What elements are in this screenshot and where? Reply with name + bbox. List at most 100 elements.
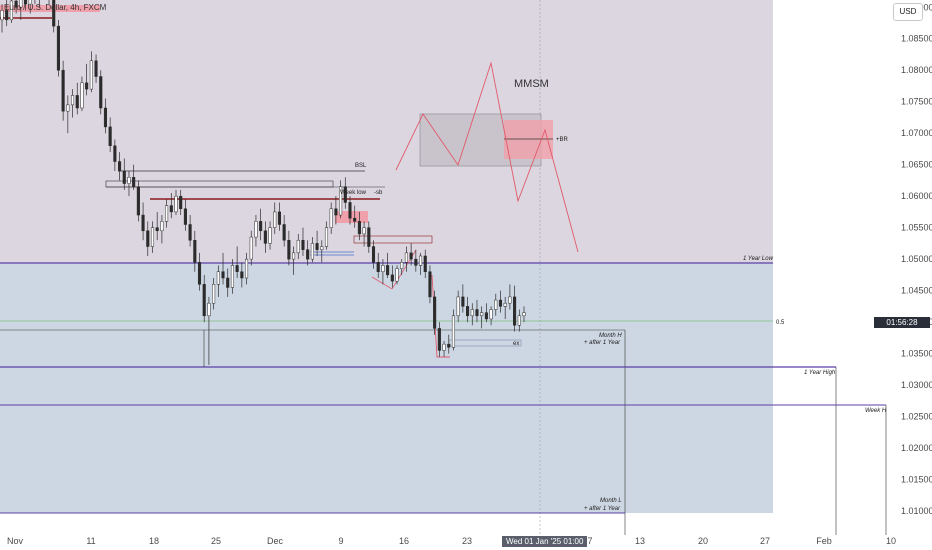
date-tick-label: 27 xyxy=(760,536,770,546)
candle-body xyxy=(197,262,202,285)
candle-body xyxy=(428,271,432,298)
candle-body xyxy=(212,284,216,304)
upper-shaded-region xyxy=(0,0,773,263)
candle-body xyxy=(461,296,465,307)
price-tick-label: 1.06000 xyxy=(901,191,932,201)
candle-body xyxy=(0,10,4,21)
candle-body xyxy=(14,0,18,8)
candle-body xyxy=(127,177,131,184)
candle-body xyxy=(216,271,220,285)
date-tick-label: 7 xyxy=(587,536,592,546)
candle-body xyxy=(268,227,272,244)
candle-body xyxy=(155,227,159,232)
mmsm-label: MMSM xyxy=(514,78,549,90)
year-low-label: 1 Year Low xyxy=(743,256,774,262)
date-tick-label: 20 xyxy=(698,536,708,546)
candle-body xyxy=(386,265,390,276)
candle-body xyxy=(5,10,9,21)
price-tick-label: 1.04500 xyxy=(901,286,932,296)
red-zone-top[interactable] xyxy=(0,5,100,12)
candle-body xyxy=(353,217,357,222)
date-tick-label: Feb xyxy=(816,536,832,546)
candle-body xyxy=(348,202,352,219)
candle-body xyxy=(451,315,456,348)
price-tick-label: 1.01000 xyxy=(901,506,932,516)
cursor-time-label: Wed 01 Jan '25 01:00 xyxy=(502,536,588,547)
candle-body xyxy=(277,211,282,225)
date-tick-label: 13 xyxy=(635,536,645,546)
month-high-label-1: Month H xyxy=(599,333,622,339)
candle-body xyxy=(367,227,371,247)
candle-body xyxy=(503,302,507,307)
bearish-block[interactable] xyxy=(353,235,433,244)
month-low-label-1: Month L xyxy=(600,498,622,504)
price-tick-label: 1.08000 xyxy=(901,65,932,75)
red-zone-target[interactable] xyxy=(504,120,553,159)
symbol-title[interactable]: Euro / U.S. Dollar, 4h, FXCM xyxy=(4,3,107,12)
date-tick-label: 25 xyxy=(211,536,221,546)
fib-label: 0.5 xyxy=(776,320,785,326)
candles-group xyxy=(0,0,526,365)
sb-label: -sb xyxy=(374,190,383,196)
candle-body xyxy=(494,299,498,310)
candle-body xyxy=(409,252,413,260)
candle-body xyxy=(108,126,112,147)
candle-body xyxy=(339,186,343,216)
candle-body xyxy=(381,265,385,272)
candle-body xyxy=(498,299,503,307)
candle-body xyxy=(423,255,427,272)
candle-body xyxy=(362,227,366,235)
price-tick-label: 1.08500 xyxy=(901,34,932,44)
candle-body xyxy=(132,177,136,187)
candle-body xyxy=(240,271,244,279)
candle-body xyxy=(221,271,225,279)
currency-button[interactable]: USD xyxy=(893,3,923,21)
price-tick-label: 1.05000 xyxy=(901,254,932,264)
candle-body xyxy=(9,0,13,21)
candle-body xyxy=(418,255,423,266)
candle-body xyxy=(94,60,98,77)
candle-body xyxy=(414,258,418,266)
candle-body xyxy=(404,252,408,263)
candle-body xyxy=(466,306,470,317)
candle-body xyxy=(433,296,437,329)
candle-body xyxy=(254,221,258,238)
candle-body xyxy=(179,195,183,210)
time-axis: Nov 11 18 25 Dec 9 16 23 7 13 20 27 Feb 10 xyxy=(7,536,896,546)
candle-body xyxy=(324,227,329,247)
date-tick-label: 23 xyxy=(462,536,472,546)
price-tick-label: 1.02500 xyxy=(901,412,932,422)
candle-body xyxy=(390,274,394,282)
candle-body xyxy=(244,258,249,279)
date-tick-label: 18 xyxy=(149,536,159,546)
price-tick-label: 1.07000 xyxy=(901,128,932,138)
candle-body xyxy=(301,239,305,250)
price-tick-label: 1.03000 xyxy=(901,380,932,390)
date-tick-label: Nov xyxy=(7,536,24,546)
price-tick-label: 1.07500 xyxy=(901,97,932,107)
candle-body xyxy=(122,170,126,184)
mmsm-projection[interactable] xyxy=(395,61,579,253)
candle-body xyxy=(230,265,234,288)
bsl-label: BSL xyxy=(355,163,367,169)
candle-body xyxy=(118,161,122,172)
date-tick-label: 10 xyxy=(886,536,896,546)
candle-body xyxy=(484,312,488,320)
year-high-label: 1 Year High xyxy=(804,370,836,376)
candle-body xyxy=(334,208,338,216)
candle-body xyxy=(183,208,187,225)
candle-body xyxy=(447,343,451,348)
candle-body xyxy=(296,239,300,254)
candle-body xyxy=(395,268,399,282)
candle-body xyxy=(193,239,197,263)
candle-body xyxy=(287,239,291,260)
swing-projection xyxy=(371,249,417,290)
candle-body xyxy=(160,221,164,232)
candle-body xyxy=(371,246,376,263)
candle-body xyxy=(103,107,108,128)
candle-body xyxy=(56,25,60,71)
candle-body xyxy=(475,309,479,317)
br-label: +BR xyxy=(556,137,569,143)
candle-body xyxy=(513,296,517,326)
